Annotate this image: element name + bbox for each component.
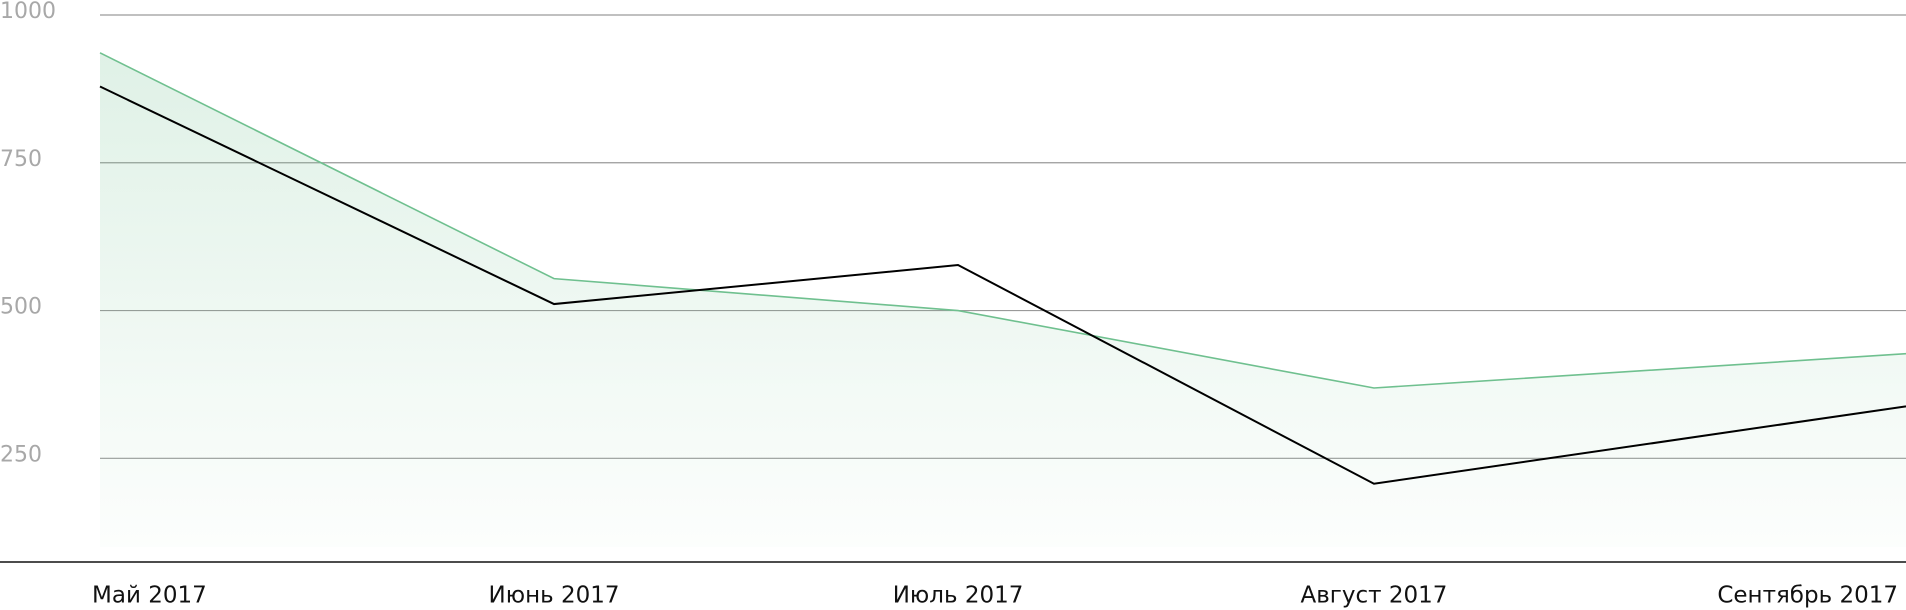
y-tick-label: 1000 — [0, 0, 56, 24]
x-tick-label: Май 2017 — [92, 583, 207, 609]
x-tick-label: Июль 2017 — [893, 583, 1024, 609]
series-line — [99, 85, 1906, 485]
y-tick-label: 750 — [0, 147, 42, 172]
series-line — [99, 52, 1906, 389]
x-tick-label: Июнь 2017 — [489, 583, 620, 609]
area — [100, 52, 1906, 547]
y-tick-label: 250 — [0, 442, 42, 467]
y-tick-label: 500 — [0, 295, 42, 320]
x-tick-label: Август 2017 — [1301, 583, 1448, 609]
x-tick-label: Сентябрь 2017 — [1717, 583, 1898, 609]
